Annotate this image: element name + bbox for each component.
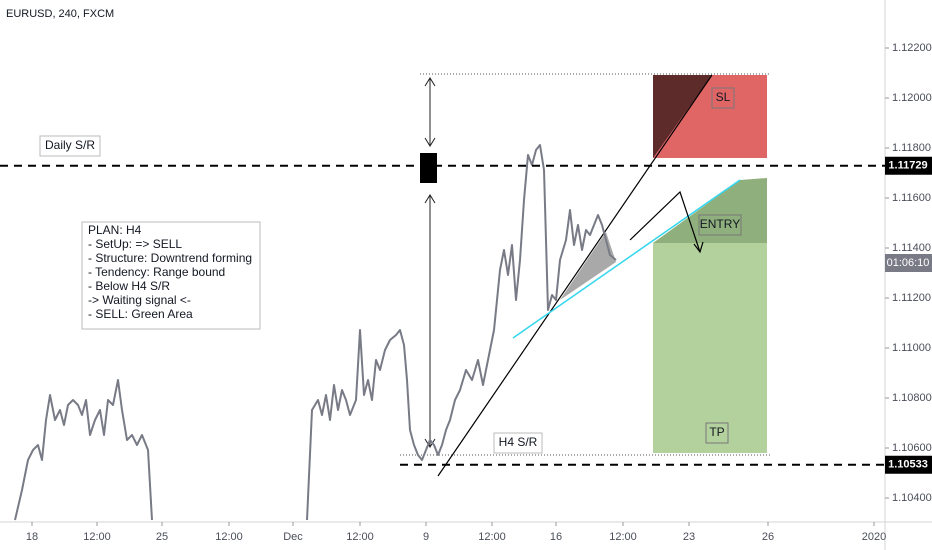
x-tick-label: 23: [683, 531, 695, 543]
level-label: Daily S/R: [45, 138, 95, 152]
plan-line: - SetUp: => SELL: [88, 237, 182, 251]
label-box: [705, 422, 729, 444]
x-tick-label: 9: [423, 531, 429, 543]
y-tick-label: 1.10600: [892, 442, 932, 454]
y-tick-label: 1.11000: [892, 342, 931, 354]
sl-label: SL: [716, 90, 731, 104]
x-tick-label: Dec: [283, 531, 303, 543]
entry-label: ENTRY: [700, 217, 740, 231]
x-tick-label: 25: [156, 531, 168, 543]
price-tag: [885, 156, 932, 175]
x-tick-label: 16: [550, 531, 562, 543]
projection-arrow: [629, 190, 704, 254]
support-line: [512, 179, 741, 339]
label-box: [39, 135, 101, 157]
x-tick-label: 12:00: [215, 531, 243, 543]
level-label: H4 S/R: [499, 435, 538, 449]
x-tick-label: 18: [26, 531, 38, 543]
marker-block: [420, 153, 437, 183]
y-tick-label: 1.12200: [892, 42, 932, 54]
label-box: [698, 214, 742, 236]
range-arrows: [424, 77, 436, 448]
y-tick-label: 1.12000: [892, 92, 932, 104]
x-tick-label: 12:00: [346, 531, 374, 543]
x-tick-label: 26: [762, 531, 774, 543]
plan-box: [81, 221, 261, 330]
take-profit-zone: [653, 243, 767, 453]
y-tick-label: 1.10800: [892, 392, 932, 404]
price-tag: [885, 455, 932, 474]
y-tick-label: 1.11600: [892, 192, 931, 204]
chart-title: EURUSD, 240, FXCM: [6, 8, 114, 20]
label-box: [493, 432, 543, 454]
plan-line: - Structure: Downtrend forming: [88, 251, 252, 265]
trendline: [437, 74, 713, 477]
x-tick-label: 12:00: [609, 531, 637, 543]
tp-label: TP: [709, 425, 724, 439]
label-box: [711, 87, 735, 109]
y-tick-label: 1.11200: [892, 292, 931, 304]
price-line: [14, 144, 617, 521]
entry-zone: [653, 178, 767, 243]
x-tick-label: 12:00: [478, 531, 506, 543]
y-tick-label: 1.11800: [892, 142, 931, 154]
price-tag-label: 1.10533: [888, 459, 928, 471]
countdown-tag: [885, 254, 932, 272]
plan-line: -> Waiting signal <-: [88, 293, 191, 307]
y-tick-label: 1.11400: [892, 242, 931, 254]
plan-line: - Tendency: Range bound: [88, 265, 225, 279]
price-tag-label: 1.11729: [888, 160, 927, 172]
y-tick-label: 1.10400: [892, 492, 932, 504]
plan-line: - SELL: Green Area: [88, 307, 193, 321]
wedge-shade: [560, 232, 616, 300]
plan-line: - Below H4 S/R: [88, 279, 170, 293]
x-tick-label: 2020: [862, 531, 886, 543]
plan-line: PLAN: H4: [88, 223, 142, 237]
x-tick-label: 12:00: [83, 531, 111, 543]
countdown-label: 01:06:10: [887, 257, 930, 269]
